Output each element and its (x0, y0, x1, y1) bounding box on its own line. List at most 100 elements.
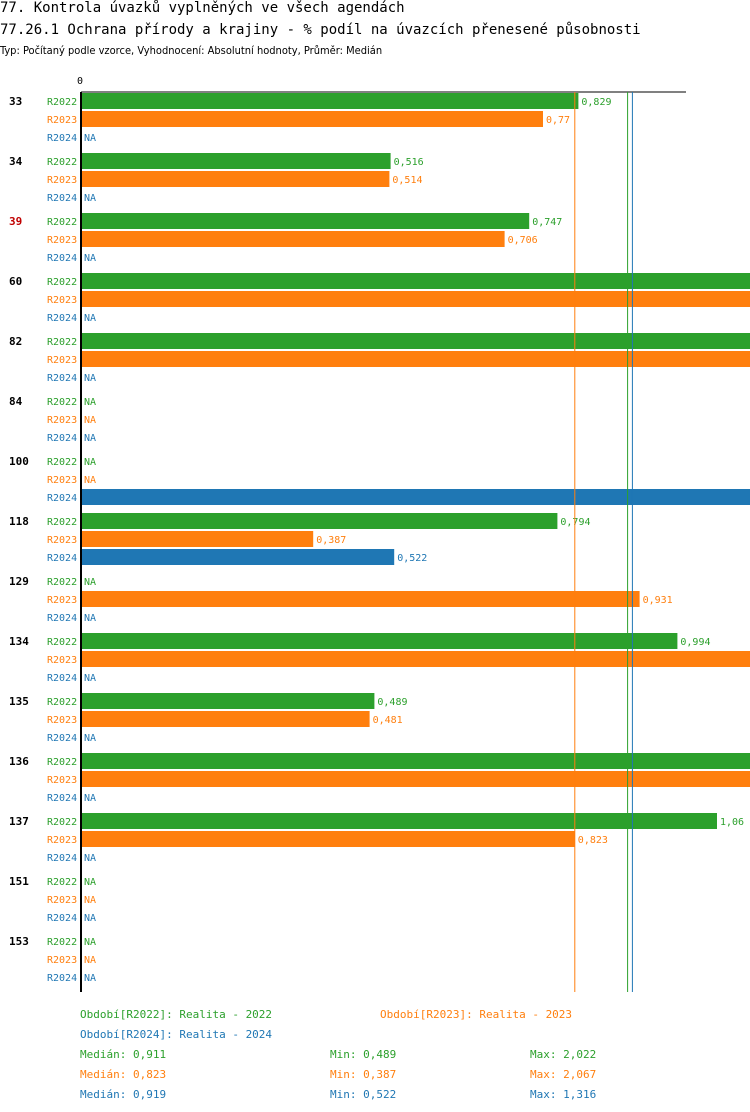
series-label: R2024 (47, 373, 77, 384)
stat-min-r2023: Min: 0,387 (330, 1068, 397, 1081)
bar-r2022 (81, 333, 750, 349)
bar-r2023 (81, 111, 543, 127)
axis-zero-label: 0 (77, 76, 83, 87)
series-label: R2024 (47, 253, 77, 264)
value-label: 0,994 (680, 637, 710, 648)
category-label: 82 (9, 335, 22, 348)
series-label: R2022 (47, 817, 77, 828)
category-label: 84 (9, 395, 23, 408)
series-label: R2022 (47, 157, 77, 168)
stat-min-r2024: Min: 0,522 (330, 1088, 397, 1101)
chart-description: Typ: Počítaný podle vzorce, Vyhodnocení:… (0, 44, 383, 57)
na-label: NA (84, 613, 96, 624)
category-label: 60 (9, 275, 22, 288)
na-label: NA (84, 253, 96, 264)
series-label: R2023 (47, 655, 77, 666)
bar-r2022 (81, 813, 717, 829)
category-label: 136 (9, 755, 29, 768)
series-label: R2023 (47, 835, 77, 846)
category-label: 118 (9, 515, 29, 528)
series-label: R2024 (47, 673, 77, 684)
na-label: NA (84, 415, 96, 426)
series-label: R2022 (47, 97, 77, 108)
na-label: NA (84, 877, 96, 888)
na-label: NA (84, 955, 96, 966)
series-label: R2024 (47, 913, 77, 924)
bar-r2022 (81, 213, 530, 229)
chart-title: 77. Kontrola úvazků vyplněných ve všech … (0, 0, 405, 16)
category-label: 129 (9, 575, 29, 588)
chart-subtitle-metric: 77.26.1 Ochrana přírody a krajiny - % po… (0, 22, 641, 38)
stat-max-r2024: Max: 1,316 (530, 1088, 597, 1101)
na-label: NA (84, 373, 96, 384)
series-label: R2024 (47, 433, 77, 444)
value-label: 0,823 (578, 835, 608, 846)
series-label: R2022 (47, 517, 77, 528)
value-label: 0,747 (532, 217, 562, 228)
series-label: R2022 (47, 337, 77, 348)
value-label: 0,489 (377, 697, 407, 708)
category-label: 100 (9, 455, 29, 468)
stat-min-r2022: Min: 0,489 (330, 1048, 397, 1061)
series-label: R2024 (47, 553, 77, 564)
legend-r2024: Období[R2024]: Realita - 2024 (80, 1028, 273, 1041)
value-label: 0,77 (546, 115, 570, 126)
legend-r2022: Období[R2022]: Realita - 2022 (80, 1008, 273, 1021)
category-label: 39 (9, 215, 22, 228)
na-label: NA (84, 397, 96, 408)
series-label: R2023 (47, 535, 77, 546)
series-label: R2023 (47, 235, 77, 246)
bar-r2022 (81, 273, 750, 289)
na-label: NA (84, 433, 96, 444)
series-label: R2023 (47, 355, 77, 366)
series-label: R2024 (47, 133, 77, 144)
series-label: R2022 (47, 877, 77, 888)
na-label: NA (84, 475, 96, 486)
bar-r2024 (81, 489, 750, 505)
series-label: R2024 (47, 193, 77, 204)
na-label: NA (84, 937, 96, 948)
series-label: R2023 (47, 475, 77, 486)
na-label: NA (84, 457, 96, 468)
value-label: 0,481 (373, 715, 403, 726)
series-label: R2022 (47, 697, 77, 708)
value-label: 0,706 (508, 235, 538, 246)
na-label: NA (84, 733, 96, 744)
na-label: NA (84, 313, 96, 324)
na-label: NA (84, 133, 96, 144)
bar-r2022 (81, 513, 558, 529)
series-label: R2024 (47, 973, 77, 984)
stat-median-r2022: Medián: 0,911 (80, 1048, 167, 1061)
bar-r2022 (81, 693, 375, 709)
series-label: R2024 (47, 493, 77, 504)
series-label: R2024 (47, 793, 77, 804)
category-label: 137 (9, 815, 29, 828)
stat-median-r2023: Medián: 0,823 (80, 1068, 167, 1081)
series-label: R2023 (47, 895, 77, 906)
series-label: R2022 (47, 277, 77, 288)
stat-max-r2022: Max: 2,022 (530, 1048, 597, 1061)
bar-r2024 (81, 549, 395, 565)
category-label: 151 (9, 875, 29, 888)
bar-r2022 (81, 153, 391, 169)
bar-r2023 (81, 831, 575, 847)
category-label: 135 (9, 695, 29, 708)
series-label: R2022 (47, 637, 77, 648)
value-label: 0,514 (392, 175, 422, 186)
value-label: 1,06 (720, 817, 744, 828)
na-label: NA (84, 913, 96, 924)
na-label: NA (84, 793, 96, 804)
value-label: 0,794 (560, 517, 590, 528)
bar-r2023 (81, 171, 390, 187)
bar-r2023 (81, 531, 314, 547)
series-label: R2023 (47, 415, 77, 426)
na-label: NA (84, 853, 96, 864)
series-label: R2024 (47, 733, 77, 744)
na-label: NA (84, 673, 96, 684)
value-label: 0,522 (397, 553, 427, 564)
series-label: R2023 (47, 955, 77, 966)
series-label: R2022 (47, 577, 77, 588)
series-label: R2024 (47, 313, 77, 324)
series-label: R2023 (47, 295, 77, 306)
series-label: R2024 (47, 853, 77, 864)
